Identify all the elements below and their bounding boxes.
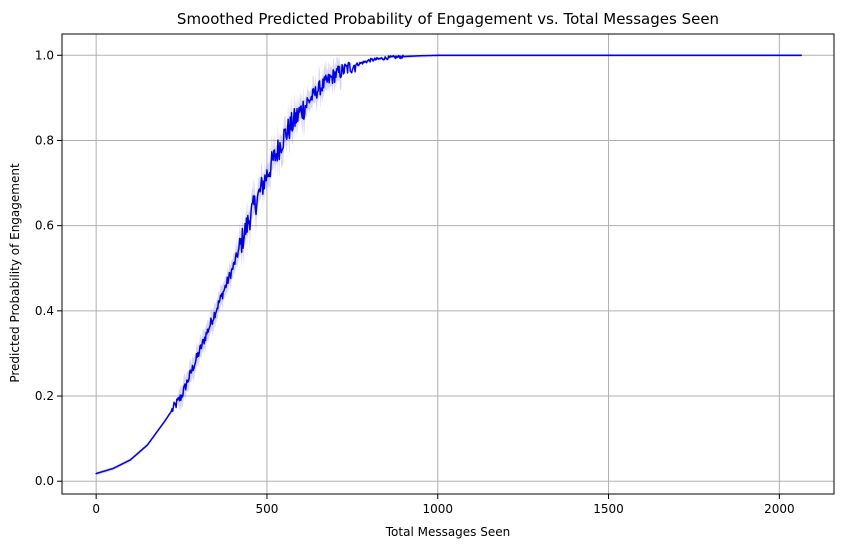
y-tick-label: 0.4 [35, 304, 54, 318]
series-confidence-band [96, 55, 802, 476]
y-axis-label: Predicted Probability of Engagement [8, 163, 22, 383]
series-line [95, 54, 802, 475]
x-tick-label: 2000 [764, 502, 795, 516]
y-tick-label: 0.8 [35, 133, 54, 147]
confidence-band-layer [96, 55, 802, 476]
y-tick-label: 1.0 [35, 48, 54, 62]
axis-layer [61, 33, 835, 495]
tick-layer: 0 500 1000 1500 2000 0.0 0.2 0.4 0.6 0.8 1.0 [35, 48, 795, 516]
chart-title: Smoothed Predicted Probability of Engage… [177, 10, 719, 28]
x-tick-label: 1000 [422, 502, 453, 516]
y-tick-label: 0.6 [35, 219, 54, 233]
x-tick-label: 1500 [593, 502, 624, 516]
series-layer [95, 54, 802, 475]
grid-layer [62, 34, 834, 494]
x-tick-label: 500 [256, 502, 279, 516]
y-tick-label: 0.0 [35, 474, 54, 488]
plot-frame [61, 33, 835, 495]
y-tick-label: 0.2 [35, 389, 54, 403]
x-tick-label: 0 [92, 502, 100, 516]
x-axis-label: Total Messages Seen [385, 525, 511, 539]
